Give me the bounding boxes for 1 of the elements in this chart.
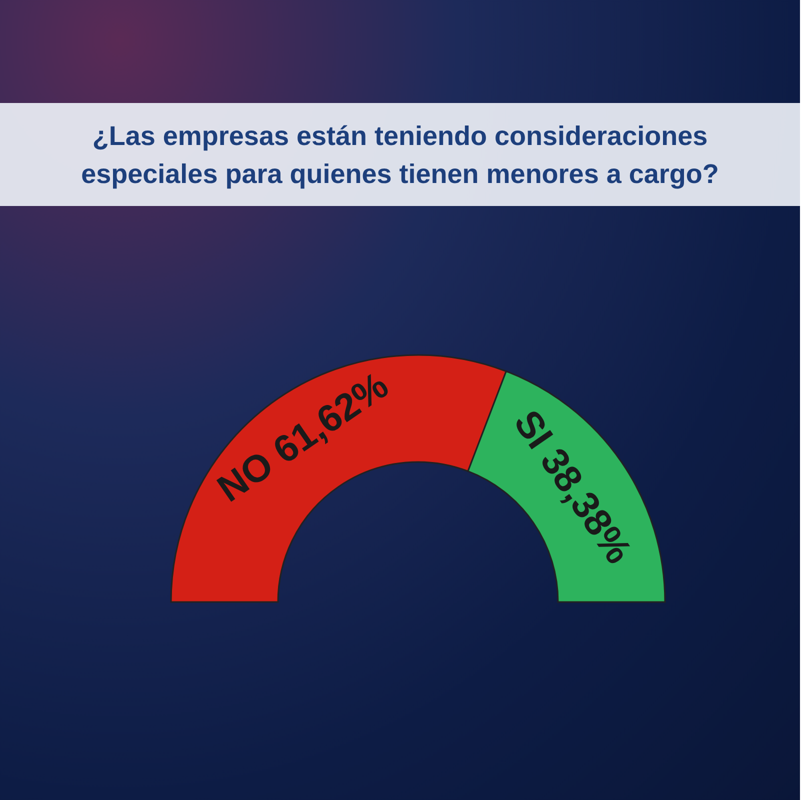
chart-title: ¿Las empresas están teniendo consideraciones especiales para quienes tienen menores a cargo? xyxy=(80,120,720,191)
